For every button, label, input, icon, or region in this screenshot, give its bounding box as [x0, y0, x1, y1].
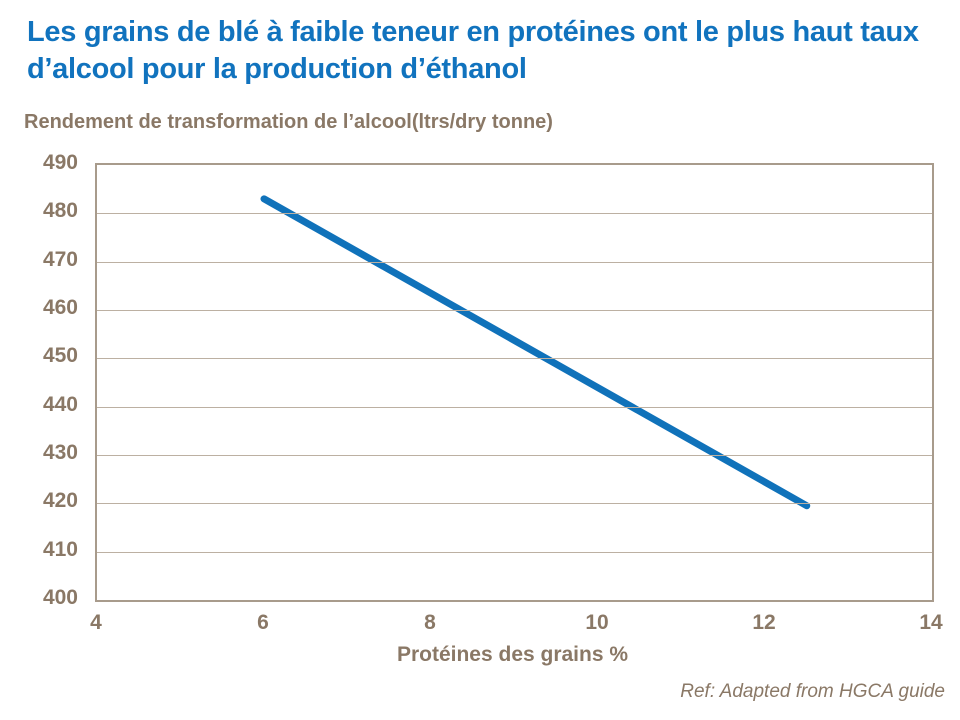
gridline [97, 358, 932, 360]
x-tick-label: 6 [257, 611, 269, 634]
x-tick-label: 12 [752, 611, 776, 634]
data-line [260, 195, 811, 510]
y-tick-label: 410 [42, 537, 78, 561]
y-tick-label: 460 [42, 296, 78, 319]
y-tick-label: 490 [42, 151, 78, 174]
y-tick-label: 420 [42, 489, 78, 513]
gridline [97, 261, 932, 263]
source-note: Ref: Adapted from HGCA guide [680, 681, 945, 702]
y-tick-label: 470 [42, 247, 78, 271]
gridline [97, 503, 932, 505]
plot-svg [260, 195, 811, 510]
y-axis-title: Rendement de transformation de l’alcool(… [24, 111, 553, 133]
plot-area [95, 163, 934, 602]
gridline [97, 310, 932, 311]
x-axis: 4 6 8 10 12 14 [90, 611, 943, 641]
x-tick-label: 14 [919, 611, 943, 634]
chart-title: Les grains de blé à faible teneur en pro… [27, 16, 919, 85]
gridline [97, 213, 932, 215]
y-axis: 400 410 420 430 440 450 460 470 480 490 [0, 151, 78, 609]
y-tick-label: 480 [42, 199, 78, 223]
gridline [97, 406, 932, 408]
x-tick-label: 8 [424, 611, 436, 634]
y-tick-label: 430 [42, 441, 78, 464]
x-tick-label: 10 [585, 611, 609, 634]
y-tick-label: 400 [42, 586, 78, 609]
y-tick-label: 450 [42, 344, 78, 368]
x-tick-label: 4 [90, 611, 102, 634]
y-tick-label: 440 [42, 392, 78, 416]
x-axis-title: Protéines des grains % [396, 643, 629, 666]
gridline [97, 551, 932, 553]
gridline [97, 455, 932, 456]
